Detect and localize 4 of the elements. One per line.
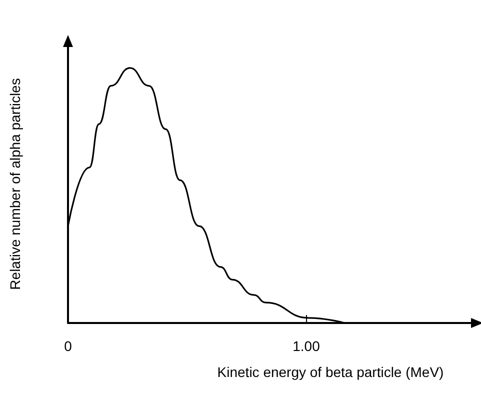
x-axis-title: Kinetic energy of beta particle (MeV) [217,364,444,380]
x-tick-label: 1.00 [292,338,320,354]
y-axis-title: Relative number of alpha particles [7,78,23,290]
x-tick-label: 0 [64,338,72,354]
